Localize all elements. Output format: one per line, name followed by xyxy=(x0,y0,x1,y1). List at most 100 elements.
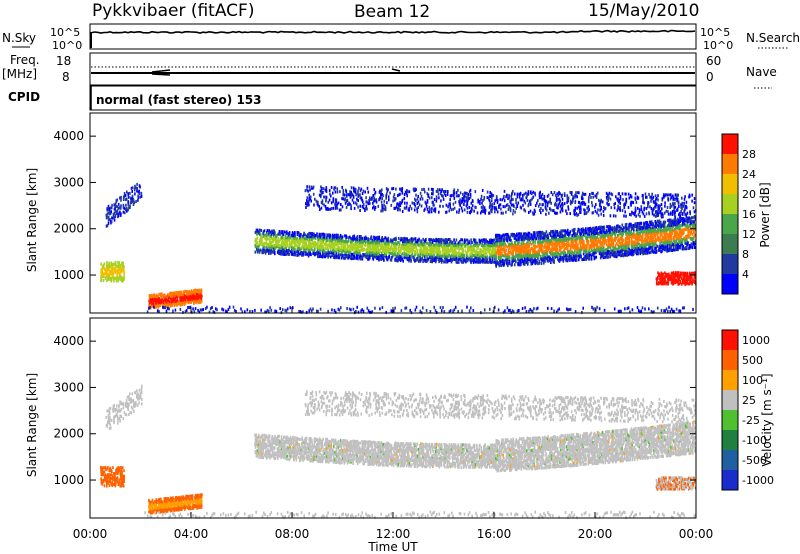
data-cell xyxy=(443,241,445,245)
data-cell xyxy=(404,239,406,243)
data-cell xyxy=(551,193,554,197)
data-cell xyxy=(374,240,377,243)
data-cell xyxy=(549,197,552,201)
data-cell xyxy=(317,245,320,248)
data-cell xyxy=(401,244,403,248)
data-cell xyxy=(547,255,550,259)
data-cell xyxy=(552,257,554,261)
data-cell xyxy=(365,250,368,254)
data-cell xyxy=(312,236,315,240)
data-cell xyxy=(494,251,496,255)
data-cell xyxy=(368,241,370,245)
data-cell xyxy=(462,242,464,246)
data-cell xyxy=(291,248,293,252)
data-cell xyxy=(450,260,453,264)
data-cell xyxy=(517,256,520,260)
data-cell xyxy=(481,254,484,257)
data-cell xyxy=(497,233,500,237)
data-cell xyxy=(413,202,416,206)
data-cell xyxy=(346,240,349,244)
data-cell xyxy=(420,204,423,208)
data-cell xyxy=(524,250,527,254)
data-cell xyxy=(310,232,312,236)
data-cell xyxy=(256,228,259,232)
data-cell xyxy=(298,234,301,238)
data-cell xyxy=(313,203,315,207)
data-cell xyxy=(323,237,326,241)
data-cell xyxy=(487,260,489,264)
freq-trace-blips xyxy=(151,68,401,76)
data-cell xyxy=(515,238,518,242)
data-cell xyxy=(256,232,259,236)
data-cell xyxy=(393,252,395,256)
data-cell xyxy=(380,244,382,248)
data-cell xyxy=(357,246,360,250)
data-cell xyxy=(462,192,464,196)
data-cell xyxy=(434,239,436,243)
data-cell xyxy=(281,243,284,246)
data-cell xyxy=(373,243,376,247)
data-cell xyxy=(435,256,437,260)
data-cell xyxy=(541,258,544,262)
data-cell xyxy=(404,201,406,205)
data-cell xyxy=(379,196,382,200)
data-cell xyxy=(378,258,380,262)
data-cell xyxy=(346,256,349,260)
data-cell xyxy=(519,244,521,248)
data-cell xyxy=(432,238,435,242)
data-cell xyxy=(317,255,319,258)
data-cell xyxy=(547,193,550,197)
data-cell xyxy=(544,205,547,209)
data-cell xyxy=(572,239,574,243)
data-cell xyxy=(458,250,460,254)
data-cell xyxy=(553,252,556,256)
data-cell xyxy=(296,239,298,243)
data-cell xyxy=(442,197,445,201)
data-cell xyxy=(353,234,356,238)
data-cell xyxy=(322,245,325,249)
data-cell xyxy=(521,249,524,253)
data-cell xyxy=(366,207,368,211)
data-cell xyxy=(416,240,418,244)
data-cell xyxy=(287,251,289,255)
data-cell xyxy=(664,220,667,224)
data-cell xyxy=(418,254,420,258)
data-cell xyxy=(278,251,281,255)
data-cell xyxy=(435,239,437,243)
data-cell xyxy=(470,201,473,205)
data-cell xyxy=(303,231,305,235)
data-cell xyxy=(548,200,550,204)
data-cell xyxy=(391,243,393,247)
data-cell xyxy=(472,261,475,264)
data-cell xyxy=(330,239,333,243)
data-cell xyxy=(508,242,511,246)
data-cell xyxy=(564,254,567,257)
data-cell xyxy=(512,250,514,254)
data-cell xyxy=(502,247,504,251)
data-cell xyxy=(490,253,493,257)
data-cell xyxy=(387,195,390,199)
data-cell xyxy=(412,255,414,259)
data-cell xyxy=(625,222,628,226)
data-cell xyxy=(443,190,446,193)
data-cell xyxy=(563,241,565,245)
data-cell xyxy=(553,235,555,239)
data-cell xyxy=(381,197,383,201)
data-cell xyxy=(466,259,469,263)
data-cell xyxy=(271,229,273,233)
data-cell xyxy=(505,244,508,248)
data-cell xyxy=(480,197,482,201)
data-cell xyxy=(310,243,312,247)
data-cell xyxy=(525,257,527,261)
data-cell xyxy=(526,233,529,237)
data-cell xyxy=(446,257,448,261)
data-cell xyxy=(470,206,473,210)
data-cell xyxy=(275,235,277,239)
data-cell xyxy=(394,248,396,252)
data-cell xyxy=(362,203,365,207)
data-cell xyxy=(327,207,330,211)
data-cell xyxy=(529,251,531,255)
data-cell xyxy=(386,257,388,261)
data-cell xyxy=(434,250,436,254)
data-cell xyxy=(406,248,408,251)
